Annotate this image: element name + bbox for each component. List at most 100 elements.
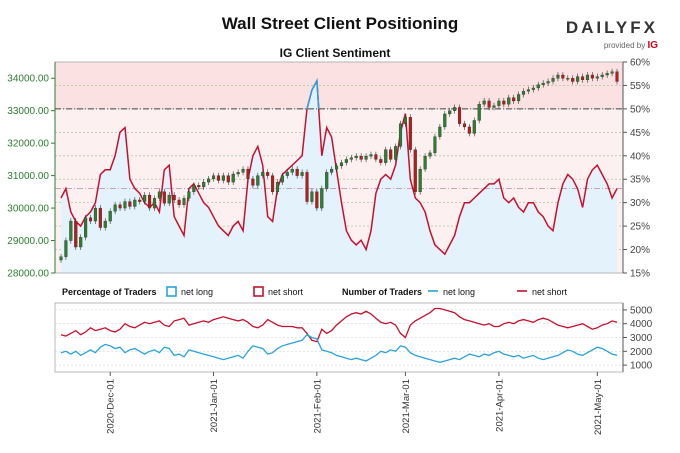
- candle-body: [251, 178, 255, 186]
- candle-body: [118, 204, 122, 209]
- brand-name: DAILYFX: [565, 18, 658, 37]
- candle-body: [207, 178, 211, 183]
- lower-right-tick-label: 2000: [630, 347, 653, 358]
- candle-body: [507, 97, 511, 105]
- candle-body: [295, 168, 299, 176]
- left-tick-label: 33000.00: [7, 106, 49, 117]
- candle-body: [290, 168, 294, 173]
- candle-body: [354, 155, 358, 158]
- candle-body: [403, 117, 407, 124]
- x-tick-label: 2021-Mar-01: [401, 379, 412, 433]
- candle-body: [571, 78, 575, 82]
- candle-body: [477, 104, 481, 121]
- candle-body: [457, 107, 462, 124]
- legend-net-short-label: net short: [268, 287, 304, 297]
- candle-body: [536, 84, 540, 89]
- candle-body: [394, 146, 398, 160]
- candle-body: [443, 113, 447, 128]
- x-tick-label: 2021-Jan-01: [209, 379, 220, 432]
- candle-body: [310, 191, 314, 202]
- candle-body: [482, 100, 486, 105]
- candle-body: [330, 168, 334, 173]
- right-tick-label: 40%: [630, 151, 650, 162]
- candle-body: [177, 199, 181, 205]
- candle-body: [88, 217, 93, 222]
- legend-net-short-box: [253, 286, 264, 297]
- right-tick-label: 50%: [630, 104, 650, 115]
- candle-body: [236, 172, 240, 175]
- candle-body: [590, 74, 594, 79]
- candle-body: [344, 159, 348, 163]
- candle-body: [98, 207, 102, 228]
- candle-body: [595, 76, 599, 79]
- lower-right-tick-label: 5000: [630, 305, 653, 316]
- candle-body: [487, 100, 491, 108]
- candle-body: [413, 149, 417, 192]
- candle-body: [79, 237, 83, 248]
- candle-body: [84, 217, 88, 238]
- main-chart-subtitle: IG Client Sentiment: [279, 46, 391, 60]
- candle-body: [546, 81, 550, 84]
- candle-body: [325, 172, 329, 189]
- candle-body: [556, 74, 560, 79]
- net-long-area: [61, 80, 617, 273]
- candle-body: [143, 194, 147, 202]
- candle-body: [453, 107, 457, 111]
- candle-body: [221, 175, 225, 181]
- candle-body: [423, 155, 427, 170]
- candle-body: [128, 201, 132, 207]
- candle-body: [320, 188, 324, 209]
- candle-body: [64, 240, 68, 257]
- x-tick-label: 2021-Feb-01: [312, 379, 323, 433]
- brand-logo: DAILYFX provided by IG: [566, 18, 658, 51]
- candle-body: [379, 159, 383, 163]
- candle-body: [69, 220, 73, 241]
- x-tick-label: 2021-Apr-01: [494, 379, 505, 432]
- legend-net-long-count-label: net long: [443, 287, 475, 297]
- candle-body: [512, 97, 516, 102]
- right-tick-label: 45%: [630, 128, 650, 139]
- candle-body: [384, 149, 388, 163]
- legend-net-long-label: net long: [181, 287, 213, 297]
- candle-body: [492, 105, 496, 108]
- candle-body: [261, 172, 265, 176]
- candle-body: [241, 168, 245, 173]
- candle-body: [197, 185, 201, 188]
- candle-body: [202, 181, 206, 188]
- candle-body: [305, 172, 309, 202]
- candle-body: [216, 175, 221, 181]
- candle-body: [566, 78, 570, 80]
- candle-body: [315, 191, 319, 209]
- candle-body: [133, 199, 137, 207]
- candle-body: [497, 100, 501, 106]
- legend-header-number: Number of Traders: [342, 287, 422, 297]
- candle-body: [182, 198, 186, 205]
- candle-body: [600, 74, 604, 77]
- candle-body: [502, 100, 506, 105]
- candle-body: [448, 110, 452, 115]
- candle-body: [103, 220, 107, 228]
- candle-body: [561, 74, 565, 79]
- candle-body: [74, 220, 78, 248]
- candle-body: [364, 155, 368, 160]
- left-tick-label: 34000.00: [7, 74, 49, 85]
- candle-body: [172, 194, 176, 201]
- right-tick-label: 25%: [630, 222, 650, 233]
- right-tick-label: 15%: [630, 269, 650, 280]
- candle-body: [256, 175, 260, 186]
- candle-body: [192, 185, 196, 192]
- ig-logo: IG: [647, 40, 658, 51]
- candle-body: [541, 82, 545, 85]
- candle-body: [462, 123, 467, 128]
- candle-body: [517, 94, 521, 102]
- right-tick-label: 20%: [630, 245, 650, 256]
- net-short-count-line: [60, 307, 618, 343]
- right-tick-label: 55%: [630, 81, 650, 92]
- candle-body: [551, 78, 555, 82]
- candle-body: [334, 165, 339, 170]
- candle-body: [467, 126, 471, 134]
- left-tick-label: 29000.00: [7, 236, 49, 247]
- candle-body: [418, 168, 422, 192]
